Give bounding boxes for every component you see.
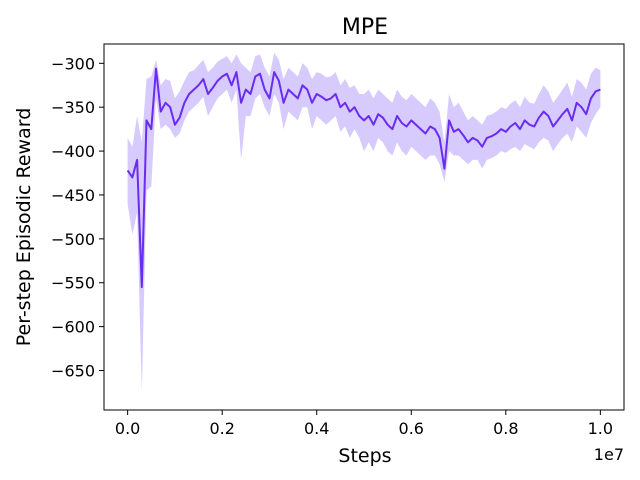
x-tick-label: 1.0	[588, 419, 613, 438]
y-tick-label: −550	[51, 274, 95, 293]
y-tick-label: −300	[51, 54, 95, 73]
chart-title: MPE	[342, 15, 388, 40]
y-tick-label: −350	[51, 98, 95, 117]
y-tick-label: −500	[51, 230, 95, 249]
x-tick-label: 0.4	[304, 419, 329, 438]
x-axis-label: Steps	[338, 445, 391, 467]
mean-line	[126, 67, 601, 289]
y-axis: −650 −600 −550 −500 −450 −400 −350 −300	[51, 54, 104, 381]
y-tick-label: −600	[51, 318, 95, 337]
y-axis-label: Per-step Episodic Reward	[13, 108, 35, 347]
x-tick-label: 0.6	[399, 419, 424, 438]
y-tick-label: −400	[51, 142, 95, 161]
x-tick-label: 0.2	[209, 419, 234, 438]
plot-frame	[103, 43, 625, 411]
x-axis-offset-label: 1e7	[594, 445, 624, 464]
x-tick-label: 0.0	[115, 419, 140, 438]
confidence-band	[127, 52, 601, 393]
x-axis: 0.0 0.2 0.4 0.6 0.8 1.0	[115, 410, 613, 438]
x-tick-label: 0.8	[493, 419, 518, 438]
y-tick-label: −650	[51, 362, 95, 381]
y-tick-label: −450	[51, 186, 95, 205]
plot-area	[126, 52, 601, 393]
